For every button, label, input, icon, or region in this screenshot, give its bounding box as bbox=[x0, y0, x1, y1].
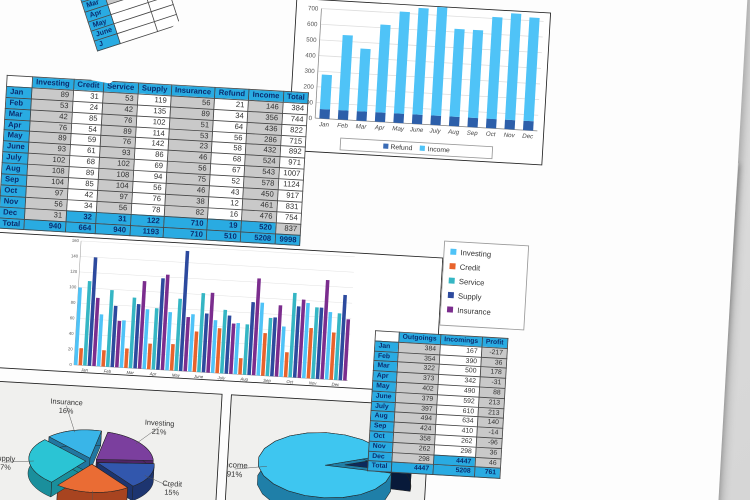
svg-text:Sep: Sep bbox=[263, 378, 271, 383]
svg-text:300: 300 bbox=[304, 68, 315, 76]
svg-text:700: 700 bbox=[308, 5, 319, 13]
svg-text:600: 600 bbox=[307, 21, 318, 29]
svg-text:Jan: Jan bbox=[318, 121, 330, 129]
svg-text:Mar: Mar bbox=[356, 123, 368, 131]
svg-text:0: 0 bbox=[308, 115, 312, 122]
svg-text:June: June bbox=[409, 126, 424, 134]
svg-text:June: June bbox=[193, 374, 204, 380]
svg-text:40: 40 bbox=[69, 331, 75, 336]
svg-text:July: July bbox=[428, 127, 441, 135]
svg-text:60: 60 bbox=[70, 315, 76, 320]
svg-text:Aug: Aug bbox=[239, 376, 248, 382]
svg-text:Apr: Apr bbox=[374, 124, 386, 132]
svg-text:Dec: Dec bbox=[522, 133, 534, 141]
svg-text:140: 140 bbox=[71, 253, 79, 258]
svg-text:Oct: Oct bbox=[286, 379, 294, 384]
svg-text:Apr: Apr bbox=[149, 371, 157, 376]
svg-text:500: 500 bbox=[306, 36, 317, 44]
svg-text:Sep: Sep bbox=[466, 130, 478, 138]
svg-text:100: 100 bbox=[69, 284, 77, 289]
svg-text:May: May bbox=[172, 372, 181, 378]
svg-text:160: 160 bbox=[72, 238, 80, 243]
svg-text:400: 400 bbox=[305, 52, 316, 60]
svg-text:Nov: Nov bbox=[503, 132, 515, 140]
svg-text:Mar: Mar bbox=[126, 370, 134, 375]
svg-text:21%: 21% bbox=[151, 427, 167, 437]
svg-text:Oct: Oct bbox=[486, 131, 496, 139]
svg-text:July: July bbox=[216, 375, 226, 381]
svg-text:Dec: Dec bbox=[332, 382, 341, 387]
svg-text:Feb: Feb bbox=[104, 369, 112, 374]
svg-text:200: 200 bbox=[303, 83, 314, 91]
svg-text:Aug: Aug bbox=[447, 128, 460, 136]
svg-text:20: 20 bbox=[68, 346, 74, 351]
svg-text:27%: 27% bbox=[0, 462, 11, 472]
svg-text:Nov: Nov bbox=[309, 380, 318, 385]
svg-text:120: 120 bbox=[70, 269, 78, 274]
svg-text:Jan: Jan bbox=[80, 367, 89, 372]
svg-text:Feb: Feb bbox=[337, 122, 349, 130]
svg-text:0: 0 bbox=[69, 362, 72, 367]
svg-text:15%: 15% bbox=[164, 488, 180, 498]
svg-text:16%: 16% bbox=[59, 406, 75, 416]
svg-text:91%: 91% bbox=[226, 469, 242, 479]
svg-text:May: May bbox=[392, 125, 405, 133]
svg-text:80: 80 bbox=[71, 300, 77, 305]
